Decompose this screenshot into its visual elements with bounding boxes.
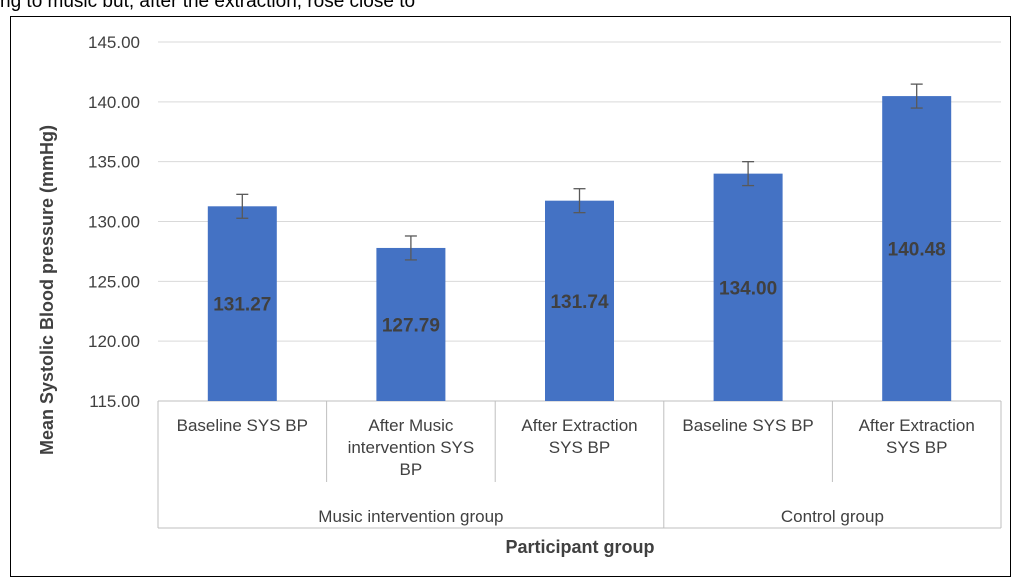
- x-category-label: After Extraction: [859, 416, 975, 435]
- data-label: 131.74: [550, 292, 609, 313]
- y-axis-title: Mean Systolic Blood pressure (mmHg): [37, 125, 57, 455]
- y-tick-label: 115.00: [89, 392, 140, 411]
- data-label: 134.00: [719, 278, 777, 299]
- x-category-label: Baseline SYS BP: [682, 416, 813, 435]
- x-axis-title: Participant group: [505, 537, 654, 557]
- x-category-label: BP: [400, 460, 423, 479]
- x-category-label: After Extraction: [521, 416, 637, 435]
- y-tick-label: 145.00: [88, 33, 140, 52]
- x-category-label: intervention SYS: [348, 438, 475, 457]
- group-label: Music intervention group: [318, 507, 503, 526]
- data-label: 127.79: [382, 315, 440, 336]
- x-category-label: After Music: [368, 416, 454, 435]
- y-tick-label: 120.00: [88, 332, 140, 351]
- x-category-label: Baseline SYS BP: [177, 416, 308, 435]
- chart-frame: [10, 16, 1011, 577]
- y-tick-label: 130.00: [88, 213, 140, 232]
- bar: [713, 173, 783, 401]
- bar: [207, 206, 277, 401]
- y-tick-label: 125.00: [88, 272, 140, 291]
- data-label: 140.48: [888, 240, 946, 261]
- x-category-label: SYS BP: [549, 438, 610, 457]
- y-tick-label: 135.00: [88, 153, 140, 172]
- bar: [376, 247, 446, 401]
- header-text: ng to music but, after the extraction, r…: [0, 0, 416, 12]
- bar: [882, 96, 952, 402]
- bar: [545, 200, 614, 401]
- data-label: 131.27: [213, 295, 271, 316]
- group-label: Control group: [781, 507, 884, 526]
- x-category-label: SYS BP: [886, 438, 947, 457]
- y-tick-label: 140.00: [88, 93, 140, 112]
